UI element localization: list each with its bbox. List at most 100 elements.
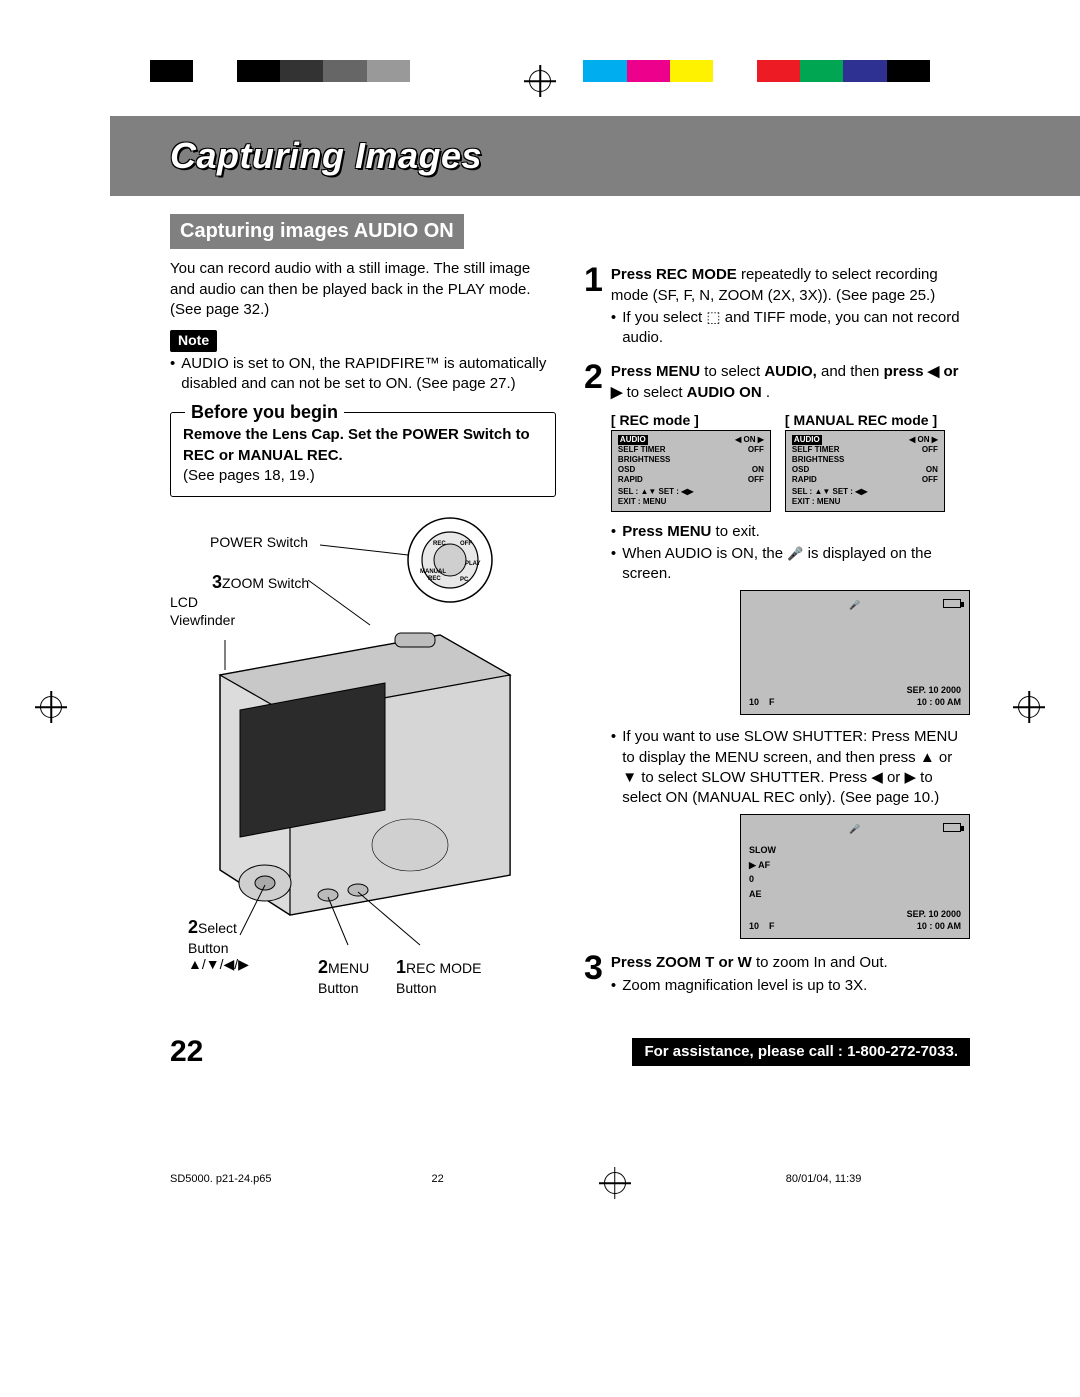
label-select-button: Button bbox=[188, 940, 228, 956]
page-footer: 22 For assistance, please call : 1-800-2… bbox=[170, 1032, 970, 1073]
page-number: 22 bbox=[170, 1032, 203, 1073]
lcd2-br2: 10 : 00 AM bbox=[907, 920, 961, 932]
s3b: to zoom In and Out. bbox=[752, 954, 888, 971]
label-select-text: Select bbox=[198, 920, 237, 936]
colorbar-segment bbox=[237, 60, 280, 82]
note-bullet: • AUDIO is set to ON, the RAPIDFIRE™ is … bbox=[170, 354, 556, 395]
svg-text:REC: REC bbox=[428, 576, 441, 582]
lcd-screenshot-1: 🎤 10 F SEP. 10 200010 : 00 AM bbox=[740, 590, 970, 715]
label-lcd: LCD bbox=[170, 593, 198, 612]
label-zoom: 3ZOOM Switch bbox=[212, 570, 309, 594]
mic-icon: 🎤 bbox=[849, 599, 860, 611]
svg-text:PLAY: PLAY bbox=[465, 561, 480, 567]
lcd-screenshot-2: 🎤 SLOW▶ AF 0 AE 10 F SEP. 10 200010 : 00… bbox=[740, 814, 970, 939]
step1-bullet: If you select ⬚ and TIFF mode, you can n… bbox=[622, 308, 970, 349]
right-column: 1 Press REC MODE repeatedly to select re… bbox=[584, 259, 970, 996]
lcd1-bl-r: F bbox=[769, 697, 775, 707]
step-3: 3 Press ZOOM T or W to zoom In and Out. … bbox=[584, 953, 970, 996]
colorbar-segment bbox=[410, 60, 453, 82]
label-power-switch: POWER Switch bbox=[210, 533, 308, 552]
svg-text:MANUAL: MANUAL bbox=[420, 569, 446, 575]
mic-icon: 🎤 bbox=[787, 546, 803, 561]
step-2-number: 2 bbox=[584, 360, 603, 939]
battery-icon bbox=[943, 599, 961, 608]
colorbar-segment bbox=[713, 60, 756, 82]
note-label: Note bbox=[170, 330, 217, 352]
lcd1-br2: 10 : 00 AM bbox=[907, 696, 961, 708]
label-zoom-num: 3 bbox=[212, 572, 222, 592]
step-2: 2 Press MENU to select AUDIO, and then p… bbox=[584, 362, 970, 939]
colorbar-segment bbox=[193, 60, 236, 82]
registration-mark-right bbox=[1018, 696, 1040, 718]
colorbar-segment bbox=[627, 60, 670, 82]
chapter-title: Capturing Images bbox=[170, 132, 482, 181]
label-recmode-num: 1 bbox=[396, 957, 406, 977]
battery-icon bbox=[943, 823, 961, 832]
before-line1: Remove the Lens Cap. Set the POWER Switc… bbox=[183, 425, 543, 466]
label-menu-text: MENU bbox=[328, 960, 369, 976]
s2g: AUDIO ON bbox=[687, 384, 762, 401]
label-select: 2Select Button bbox=[188, 915, 237, 958]
lcd2-br1: SEP. 10 2000 bbox=[907, 908, 961, 920]
colorbar-segment bbox=[843, 60, 886, 82]
colorbar-segment bbox=[323, 60, 366, 82]
label-recmode: 1REC MODE Button bbox=[396, 955, 481, 998]
caption-manual-rec-mode: [ MANUAL REC mode ] bbox=[785, 411, 945, 430]
label-menu: 2MENU Button bbox=[318, 955, 369, 998]
left-column: You can record audio with a still image.… bbox=[170, 259, 556, 996]
registration-mark-bottom bbox=[604, 1172, 626, 1194]
colorbar-segment bbox=[150, 60, 193, 82]
label-recmode-text: REC MODE bbox=[406, 960, 481, 976]
menu-screenshot-rec: AUDIO◀ ON ▶SELF TIMEROFFBRIGHTNESSOSDONR… bbox=[611, 430, 771, 512]
lcd1-bl-l: 10 bbox=[749, 697, 759, 707]
colorbar-segment bbox=[453, 60, 496, 82]
s2a: Press MENU bbox=[611, 363, 700, 380]
label-viewfinder: Viewfinder bbox=[170, 611, 235, 630]
colorbar-segment bbox=[800, 60, 843, 82]
s2b: to select bbox=[700, 363, 764, 380]
label-dpad: ▲/▼/◀/▶ bbox=[188, 955, 249, 974]
label-zoom-text: ZOOM Switch bbox=[222, 575, 309, 591]
s2-exit-b: to exit. bbox=[711, 523, 759, 540]
label-select-num: 2 bbox=[188, 917, 198, 937]
s2c: AUDIO, bbox=[764, 363, 817, 380]
s2-exit: Press MENU to exit. bbox=[622, 522, 760, 542]
before-line2: (See pages 18, 19.) bbox=[183, 466, 543, 486]
s2d: and then bbox=[817, 363, 884, 380]
label-recmode-button: Button bbox=[396, 980, 436, 996]
menu-screenshot-manual: AUDIO◀ ON ▶SELF TIMEROFFBRIGHTNESSOSDONR… bbox=[785, 430, 945, 512]
before-you-begin-box: Before you begin Remove the Lens Cap. Se… bbox=[170, 412, 556, 497]
s3a: Press ZOOM T or W bbox=[611, 954, 752, 971]
label-menu-num: 2 bbox=[318, 957, 328, 977]
colorbar-segment bbox=[887, 60, 930, 82]
lcd1-br1: SEP. 10 2000 bbox=[907, 684, 961, 696]
meta-file: SD5000. p21-24.p65 bbox=[170, 1172, 272, 1194]
svg-text:OFF: OFF bbox=[460, 541, 472, 547]
intro-text: You can record audio with a still image.… bbox=[170, 259, 556, 320]
s2-exit-a: Press MENU bbox=[622, 523, 711, 540]
s2h: . bbox=[762, 384, 770, 401]
colorbar-segment bbox=[280, 60, 323, 82]
chapter-header: Capturing Images bbox=[110, 116, 1080, 196]
colorbar-segment bbox=[367, 60, 410, 82]
before-legend: Before you begin bbox=[185, 400, 344, 424]
svg-text:PC: PC bbox=[460, 577, 469, 583]
colorbar-segment bbox=[757, 60, 800, 82]
step-3-number: 3 bbox=[584, 951, 603, 996]
lcd2-bl-r: F bbox=[769, 921, 775, 931]
s2f: to select bbox=[622, 384, 686, 401]
step1-bold: Press REC MODE bbox=[611, 266, 737, 283]
assistance-bar: For assistance, please call : 1-800-272-… bbox=[632, 1038, 970, 1066]
slow-shutter-text: If you want to use SLOW SHUTTER: Press M… bbox=[622, 727, 970, 808]
label-menu-button: Button bbox=[318, 980, 358, 996]
registration-mark-left bbox=[40, 696, 62, 718]
caption-rec-mode: [ REC mode ] bbox=[611, 411, 771, 430]
meta-timestamp: 80/01/04, 11:39 bbox=[786, 1172, 862, 1194]
s2-ao-a: When AUDIO is ON, the bbox=[622, 545, 787, 562]
section-title: Capturing images AUDIO ON bbox=[170, 214, 464, 249]
meta-page: 22 bbox=[432, 1172, 444, 1194]
colorbar-segment bbox=[670, 60, 713, 82]
step-1-number: 1 bbox=[584, 263, 603, 348]
s3-bullet: Zoom magnification level is up to 3X. bbox=[622, 976, 867, 996]
s2-audio-on: When AUDIO is ON, the 🎤 is displayed on … bbox=[622, 544, 970, 585]
